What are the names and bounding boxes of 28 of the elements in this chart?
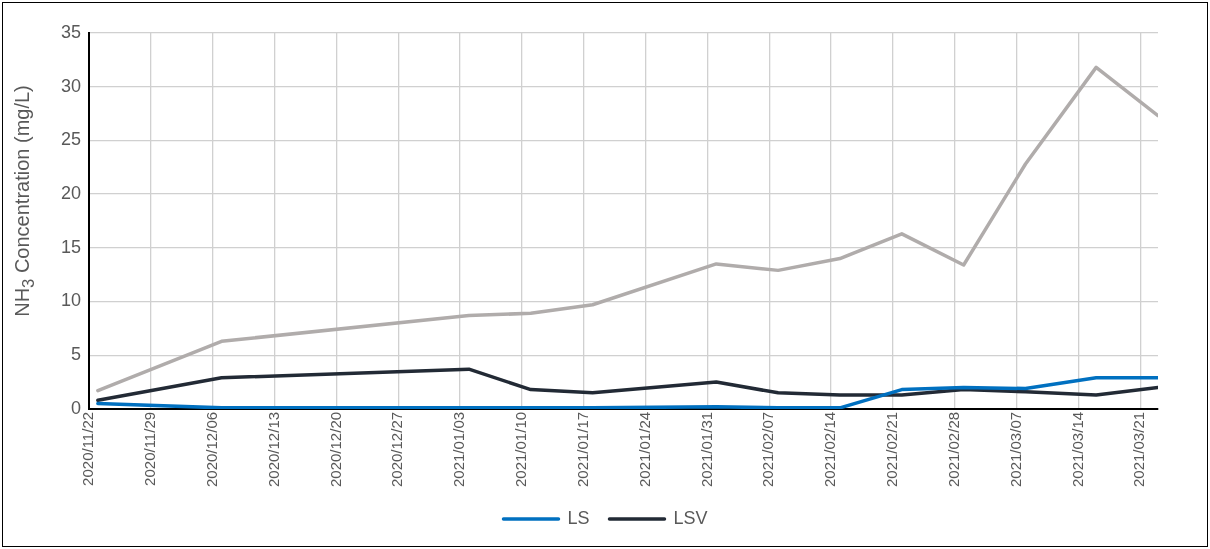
y-tick-label: 5 — [71, 344, 82, 365]
y-tick-label: 15 — [60, 236, 82, 257]
y-tick-label: 30 — [60, 75, 82, 96]
x-tick-label: 2021/03/07 — [1006, 411, 1024, 487]
x-tick-label: 2021/01/24 — [635, 411, 653, 487]
x-tick-label: 2020/11/29 — [141, 411, 158, 486]
x-tick-label: 2021/02/14 — [821, 411, 839, 487]
y-tick-label: 25 — [60, 129, 82, 150]
x-tick-label: 2020/12/20 — [326, 411, 344, 487]
x-tick-label: 2021/02/21 — [883, 411, 901, 487]
x-tick-label: 2021/01/31 — [697, 411, 715, 487]
x-tick-label: 2020/12/13 — [264, 411, 282, 487]
x-tick-label: 2020/12/27 — [388, 411, 406, 487]
x-tick-label: 2021/01/17 — [573, 411, 591, 487]
x-tick-label: 2021/03/14 — [1068, 411, 1086, 487]
x-tick-label: 2021/01/03 — [450, 411, 468, 487]
x-tick-label: 2021/01/10 — [512, 411, 530, 487]
legend-label: LSV — [673, 507, 708, 528]
x-tick-label: 2020/11/22 — [79, 411, 97, 486]
y-tick-label: 0 — [71, 397, 82, 418]
y-tick-label: 20 — [60, 183, 82, 204]
legend-label: LS — [567, 507, 590, 528]
y-tick-label: 35 — [60, 21, 82, 42]
x-tick-label: 2021/03/21 — [1130, 411, 1148, 487]
x-tick-label: 2021/02/28 — [944, 411, 962, 487]
x-tick-label: 2021/02/07 — [759, 411, 777, 487]
x-tick-label: 2020/12/06 — [202, 411, 220, 487]
y-tick-label: 10 — [60, 290, 82, 311]
